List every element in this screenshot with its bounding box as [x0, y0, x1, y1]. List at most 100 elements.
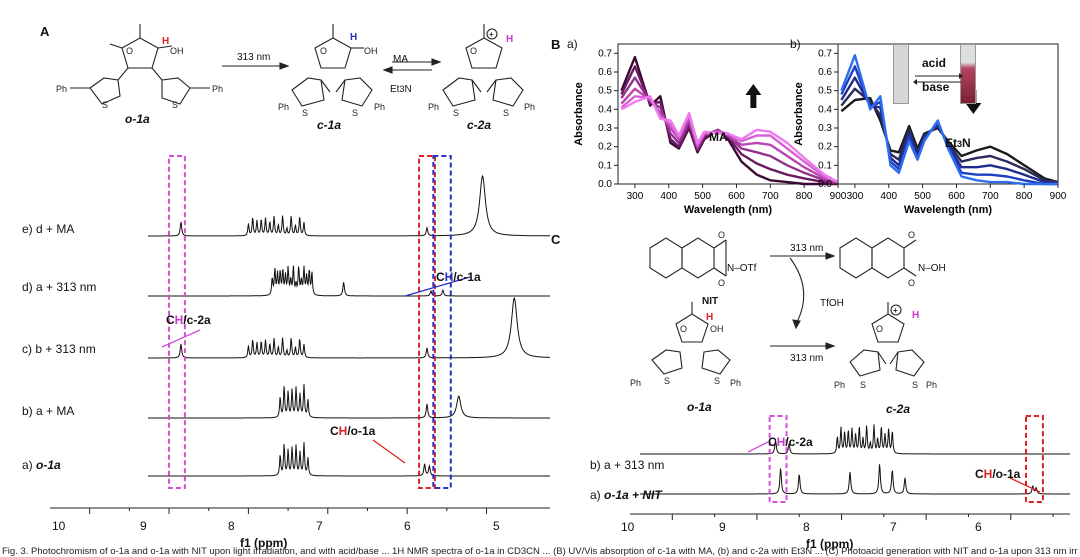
x-tick-label: 400 — [880, 191, 897, 202]
x-tick-label: 600 — [728, 191, 745, 202]
svg-text:S: S — [860, 380, 866, 390]
y-tick-label: 0.3 — [598, 123, 612, 134]
chart-ba-title: a) — [567, 37, 578, 51]
nmr-a-trace-2 — [148, 265, 550, 297]
annotation-c-ch-c2a: CH/c-2a — [768, 435, 813, 449]
svg-text:OH: OH — [710, 324, 724, 334]
nmr-a-trace-3 — [148, 297, 550, 359]
svg-text:O: O — [718, 230, 725, 240]
acid-label: acid — [922, 56, 947, 70]
nmr-c-xlabel: f1 (ppm) — [806, 537, 854, 551]
nmr-a-xlabel: f1 (ppm) — [240, 536, 288, 550]
x-tick-label: 900 — [1050, 191, 1067, 202]
noh-label: N–OH — [918, 263, 946, 274]
uv-chart-b: 300 400 500 600 700 800 9000.00.10.20.30.40.50… — [793, 43, 1067, 216]
svg-text:Ph: Ph — [630, 378, 641, 388]
nmr-a-tick-7: 7 — [316, 519, 323, 533]
svg-text:S: S — [172, 100, 178, 110]
nmr-c-label-b: b) a + 313 nm — [590, 458, 665, 472]
scheme-c-arrow-top-label: 313 nm — [790, 243, 824, 254]
x-tick-label: 700 — [982, 191, 999, 202]
svg-text:H: H — [350, 32, 357, 43]
panel-label-c: C — [551, 232, 561, 247]
svg-text:H: H — [706, 312, 713, 323]
svg-text:S: S — [714, 376, 720, 386]
nmr-c-tick-10: 10 — [621, 520, 635, 534]
y-tick-label: 0.6 — [598, 67, 612, 78]
nmr-a-label-a: a) o-1a — [22, 458, 61, 472]
x-tick-label: 800 — [796, 191, 813, 202]
tfoh-label: TfOH — [820, 298, 844, 309]
svg-text:Ph: Ph — [926, 380, 937, 390]
nmr-a-label-d: d) a + 313 nm — [22, 280, 97, 294]
y-tick-label: 0.1 — [598, 160, 612, 171]
nmr-c-tick-7: 7 — [890, 520, 897, 534]
annotation-c-ch-o1a: CH/o-1a — [975, 467, 1021, 481]
svg-text:S: S — [302, 108, 308, 118]
svg-text:Ph: Ph — [278, 102, 289, 112]
scheme-c-structures: O O O O O OH Ph Ph S S O Ph Ph S S H H + — [630, 230, 937, 390]
y-tick-label: 0.4 — [818, 104, 832, 115]
nmr-a-label-b: b) a + MA — [22, 404, 75, 418]
svg-text:Ph: Ph — [374, 102, 385, 112]
nmr-a-tick-9: 9 — [140, 519, 147, 533]
y-tick-label: 0.4 — [598, 104, 612, 115]
scheme-c-o1a-label: o-1a — [687, 400, 712, 414]
nmr-c-spectra — [630, 415, 1070, 520]
scheme-c-arrow-bottom-label: 313 nm — [790, 353, 824, 364]
scheme-c-c2a-label: c-2a — [886, 402, 911, 416]
pointer-o1a — [372, 439, 406, 464]
compound-c2a-label: c-2a — [467, 118, 492, 132]
pointer-c1a — [404, 276, 471, 297]
svg-text:O: O — [470, 46, 477, 56]
y-tick-label: 0.3 — [818, 123, 832, 134]
y-tick-label: 0.5 — [598, 86, 612, 97]
svg-text:OH: OH — [170, 46, 184, 56]
increase-arrow-shaft — [750, 94, 757, 108]
annotation-ch-c2a: CH/c-2a — [166, 313, 211, 327]
svg-text:O: O — [876, 324, 883, 334]
svg-text:S: S — [453, 108, 459, 118]
et3n-annotation: Et3N — [945, 136, 971, 150]
svg-text:O: O — [908, 230, 915, 240]
scheme-a-ma-label: MA — [393, 54, 408, 65]
svg-text:S: S — [352, 108, 358, 118]
x-tick-label: 600 — [948, 191, 965, 202]
y-tick-label: 0.0 — [598, 179, 612, 190]
base-label: base — [922, 80, 950, 94]
y-tick-label: 0.5 — [818, 86, 832, 97]
highlight-box-c2a — [168, 155, 186, 489]
svg-text:S: S — [912, 380, 918, 390]
nmr-a-trace-1 — [148, 174, 550, 237]
highlight-box-c1a — [432, 155, 452, 489]
y-tick-label: 0.2 — [818, 142, 832, 153]
compound-o1a-label: o-1a — [125, 112, 150, 126]
x-tick-label: 700 — [762, 191, 779, 202]
nmr-c-tick-9: 9 — [719, 520, 726, 534]
svg-text:S: S — [503, 108, 509, 118]
nmr-a-label-e: e) d + MA — [22, 222, 75, 236]
y-tick-label: 0.6 — [818, 67, 832, 78]
svg-text:Ph: Ph — [56, 84, 67, 94]
nmr-c-tick-6: 6 — [975, 520, 982, 534]
figure-caption: Fig. 3. Photochromism of o-1a and o-1a w… — [2, 546, 1078, 557]
nmr-c-tick-8: 8 — [803, 520, 810, 534]
svg-text:S: S — [664, 376, 670, 386]
nit-label: NIT — [702, 296, 719, 307]
highlight-box-o1a — [418, 155, 436, 489]
svg-text:H: H — [162, 36, 169, 47]
nmr-c-trace-1 — [640, 424, 1070, 455]
nit-otf-label: N–OTf — [727, 263, 757, 274]
x-tick-label: 500 — [694, 191, 711, 202]
nmr-c-label-a: a) o-1a + NIT — [590, 488, 662, 502]
y-tick-label: 0.7 — [818, 48, 832, 59]
svg-text:+: + — [489, 30, 494, 39]
series-line-6 — [620, 95, 839, 184]
svg-text:S: S — [102, 100, 108, 110]
svg-text:O: O — [320, 46, 327, 56]
acid-base-arrows — [913, 73, 963, 85]
y-tick-label: 0.7 — [598, 48, 612, 59]
x-tick-label: 400 — [660, 191, 677, 202]
pointer-c-c2a — [747, 441, 769, 453]
y-tick-label: 0.2 — [598, 142, 612, 153]
